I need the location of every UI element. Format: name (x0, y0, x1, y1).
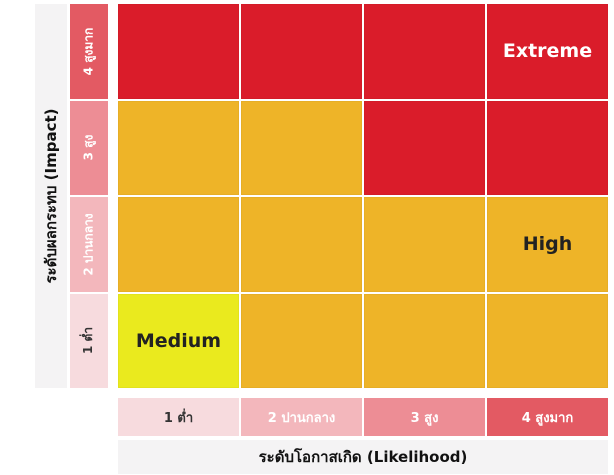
risk-cell-high (364, 293, 485, 388)
risk-cell-extreme (118, 4, 239, 99)
y-axis-label-text: 2 ปานกลาง (81, 213, 96, 276)
risk-level-label: High (522, 233, 573, 256)
risk-cell-extreme (241, 4, 362, 99)
risk-cell-extreme (487, 100, 608, 195)
risk-cell-high (118, 100, 239, 195)
risk-cell-high (487, 293, 608, 388)
risk-level-label: Extreme (502, 40, 593, 63)
x-axis-label: 4 สูงมาก (487, 398, 608, 436)
y-axis-label: 3 สูง (70, 100, 108, 195)
risk-cell-high (241, 293, 362, 388)
x-axis-label: 2 ปานกลาง (241, 398, 362, 436)
y-axis-label: 1 ต่ำ (70, 293, 108, 388)
x-axis-labels: 1 ต่ำ 2 ปานกลาง 3 สูง 4 สูงมาก (118, 398, 608, 436)
x-axis-label: 1 ต่ำ (118, 398, 239, 436)
risk-cell-extreme: Extreme (487, 4, 608, 99)
y-axis-label-text: 1 ต่ำ (81, 327, 96, 355)
x-axis-title: ระดับโอกาสเกิด (Likelihood) (118, 440, 608, 474)
risk-cell-high (241, 197, 362, 292)
risk-cell-high: High (487, 197, 608, 292)
y-axis-label-text: 3 สูง (81, 134, 96, 161)
y-axis-title-band (35, 4, 67, 388)
y-axis-label: 2 ปานกลาง (70, 197, 108, 292)
risk-cell-high (118, 197, 239, 292)
risk-grid: Extreme High Medium (118, 4, 608, 388)
x-axis-label: 3 สูง (364, 398, 485, 436)
risk-cell-medium: Medium (118, 293, 239, 388)
risk-cell-extreme (364, 4, 485, 99)
y-axis-label: 4 สูงมาก (70, 4, 108, 99)
risk-cell-high (364, 197, 485, 292)
risk-level-label: Medium (135, 329, 222, 352)
risk-cell-high (241, 100, 362, 195)
y-axis-title-text: ระดับผลกระทบ (Impact) (42, 108, 60, 284)
y-axis-label-text: 4 สูงมาก (81, 27, 96, 76)
risk-cell-extreme (364, 100, 485, 195)
